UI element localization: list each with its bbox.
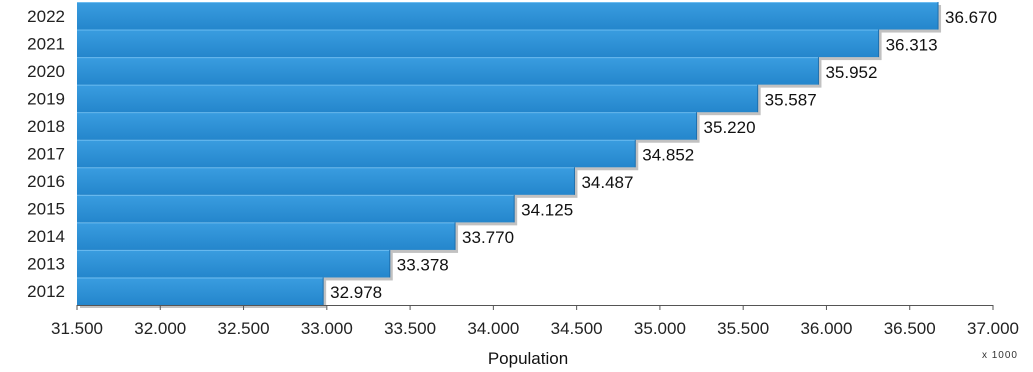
data-label-2020: 35.952 [825,63,877,82]
bar-2014 [77,222,456,250]
bar-2016 [77,167,575,195]
bar-2021 [77,29,879,58]
data-label-2019: 35.587 [765,90,817,109]
y-tick-label-2013: 2013 [27,255,65,274]
bar-2012 [77,277,324,305]
x-tick-label-8: 35.500 [717,319,769,338]
x-tick-label-5: 34.000 [467,319,519,338]
x-tick-label-6: 34.500 [551,319,603,338]
data-label-2016: 34.487 [581,173,633,192]
y-tick-label-2021: 2021 [27,34,65,53]
data-label-2014: 33.770 [462,228,514,247]
bar-2015 [77,194,515,223]
data-label-2022: 36.670 [945,8,997,27]
bar-2020 [77,57,819,85]
y-tick-label-2012: 2012 [27,282,65,301]
data-label-2012: 32.978 [330,283,382,302]
x-tick-label-9: 36.000 [800,319,852,338]
x-tick-label-4: 33.500 [384,319,436,338]
y-tick-label-2019: 2019 [27,89,65,108]
data-label-2013: 33.378 [397,256,449,275]
x-tick-label-7: 35.000 [634,319,686,338]
x-tick-label-0: 31.500 [51,319,103,338]
y-tick-label-2016: 2016 [27,172,65,191]
bar-2022 [77,2,939,30]
x-tick-label-10: 36.500 [884,319,936,338]
x-tick-label-2: 32.500 [218,319,270,338]
y-tick-label-2018: 2018 [27,117,65,136]
data-label-2015: 34.125 [521,201,573,220]
bar-2013 [77,249,390,278]
bar-2017 [77,139,636,168]
bar-2019 [77,84,758,113]
x-axis-title: Population [488,349,568,368]
data-label-2021: 36.313 [886,35,938,54]
y-tick-label-2020: 2020 [27,62,65,81]
bar-2018 [77,112,697,140]
x-tick-label-1: 32.000 [134,319,186,338]
y-tick-label-2014: 2014 [27,227,65,246]
y-tick-label-2022: 2022 [27,7,65,26]
y-tick-label-2015: 2015 [27,200,65,219]
x-axis-unit-label: x 1000 [982,350,1018,361]
data-label-2017: 34.852 [642,146,694,165]
y-tick-label-2017: 2017 [27,145,65,164]
data-label-2018: 35.220 [704,118,756,137]
x-tick-label-3: 33.000 [301,319,353,338]
x-tick-label-11: 37.000 [967,319,1019,338]
